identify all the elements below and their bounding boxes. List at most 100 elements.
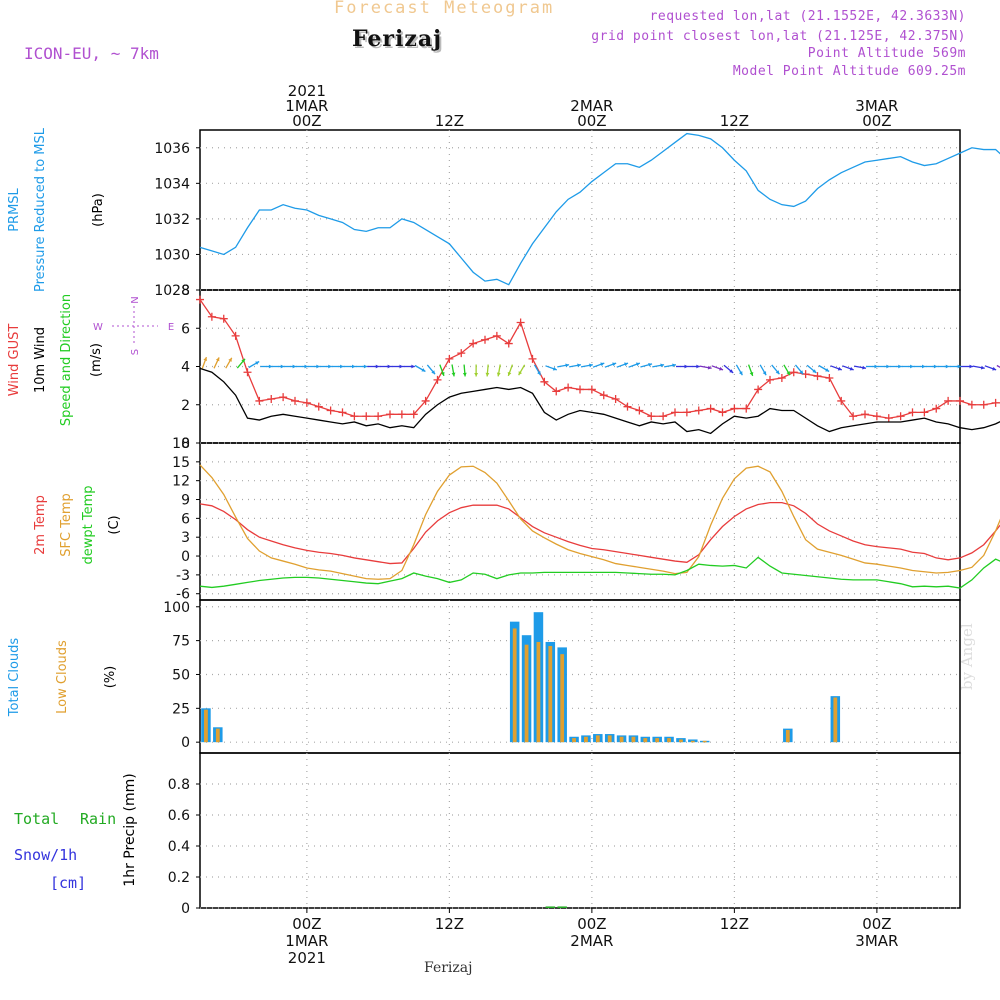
- gust-marker: [682, 408, 691, 417]
- gust-marker: [599, 391, 608, 400]
- wind-arrow: [664, 363, 677, 368]
- wind-arrow: [569, 363, 582, 368]
- wind-arrow: [996, 364, 1000, 369]
- gust-marker: [920, 408, 929, 417]
- clouds-series-low-clouds-bar: [643, 738, 648, 743]
- gust-marker: [956, 396, 964, 405]
- gust-marker: [326, 406, 335, 415]
- gust-marker: [777, 373, 786, 382]
- wind-arrow-head: [862, 365, 866, 370]
- clouds-frame: [199, 599, 961, 754]
- temperature-series-sfc-temp-line: [199, 464, 1000, 580]
- wind-arrow-head: [203, 357, 208, 362]
- clouds-series-low-clouds-bar: [833, 697, 838, 743]
- temperature-ytick-label: 3: [181, 530, 190, 546]
- gust-marker: [671, 408, 679, 417]
- wind-compass: N W E S: [93, 296, 174, 355]
- temperature-ytick-label: -3: [176, 568, 190, 584]
- clouds-series-low-clouds-bar: [536, 641, 541, 743]
- temperature-ytick-label: -6: [176, 587, 190, 603]
- wind-arrow-head: [648, 362, 653, 367]
- clouds-series-low-clouds-bar: [595, 735, 600, 743]
- wind-arrow-head: [280, 364, 285, 369]
- precip-label-rain: Rain: [80, 810, 116, 828]
- wind-arrow-head: [635, 362, 640, 367]
- time-label-top: 2021: [288, 82, 326, 100]
- gust-marker: [754, 385, 763, 394]
- gust-marker: [849, 412, 858, 421]
- wind-arrow-head: [474, 372, 479, 377]
- wind-arrow: [984, 365, 997, 371]
- requested-coords: requested lon,lat (21.1552E, 42.3633N): [649, 9, 966, 24]
- clouds-series-low-clouds-bar: [679, 739, 683, 743]
- time-axis: 20211MAR00Z00Z1MAR202112Z12Z2MAR00Z00Z2M…: [285, 82, 898, 967]
- gust-marker: [552, 387, 561, 396]
- time-label-bottom: 12Z: [720, 915, 749, 933]
- wind-arrow-head: [215, 357, 220, 362]
- pressure-ytick-label: 1028: [154, 283, 190, 299]
- wind-arrow-head: [775, 370, 780, 375]
- clouds-series-low-clouds-bar: [584, 736, 588, 743]
- wind-arrow-head: [496, 372, 501, 377]
- wind-arrow-head: [375, 364, 380, 369]
- credit-watermark: by Angel: [958, 623, 976, 690]
- gust-marker: [397, 410, 406, 419]
- wind-arrow: [518, 364, 526, 376]
- wind-arrow-head: [799, 370, 804, 375]
- gust-marker: [433, 375, 442, 384]
- clouds-label-1: Low Clouds: [55, 640, 70, 714]
- wind-arrow: [699, 365, 712, 370]
- gust-marker: [219, 314, 228, 323]
- wind-arrow-head: [910, 364, 914, 369]
- temperature-label-3: (C): [107, 515, 122, 534]
- wind-arrow: [485, 364, 490, 377]
- wind-arrow: [830, 365, 842, 371]
- wind-arrow-head: [992, 366, 997, 371]
- wind-arrow-head: [933, 364, 938, 369]
- wind-arrow: [771, 364, 780, 375]
- gust-marker: [706, 404, 715, 413]
- clouds-ytick-label: 50: [172, 667, 190, 683]
- wind-arrow: [201, 356, 208, 369]
- gust-marker: [861, 410, 869, 419]
- wind-arrow: [735, 364, 743, 376]
- gust-marker: [884, 414, 893, 423]
- gust-marker: [742, 404, 751, 413]
- wind-arrow: [628, 362, 641, 368]
- wind-arrow-head: [589, 363, 593, 368]
- temperature-ytick-label: 0: [181, 549, 190, 565]
- wind-arrow-head: [849, 366, 854, 371]
- wind-arrow-head: [738, 371, 743, 376]
- wind-arrow: [676, 364, 688, 369]
- time-label-bottom: 00Z: [862, 915, 891, 933]
- wind-arrow: [604, 362, 617, 368]
- wind-arrow-head: [825, 368, 830, 372]
- clouds-series-low-clouds-bar: [572, 738, 576, 743]
- compass-s: S: [130, 349, 141, 355]
- wind-label-1: 10m Wind: [33, 327, 48, 393]
- clouds-grid: [200, 600, 960, 753]
- precip-ytick-label: 0.4: [168, 839, 190, 855]
- wind-arrow-head: [255, 361, 260, 365]
- gust-marker: [291, 396, 299, 405]
- wind-arrow: [616, 362, 629, 368]
- precip-series-total-rain: [545, 906, 567, 908]
- time-label-top: 00Z: [292, 112, 321, 130]
- temperature-label-1: SFC Temp: [59, 493, 74, 557]
- temperature-ytick-label: 6: [181, 511, 190, 527]
- wind-arrow: [307, 364, 320, 369]
- wind-arrow: [687, 364, 700, 369]
- time-label-bottom: 00Z: [577, 915, 606, 933]
- wind-arrow-head: [749, 371, 754, 376]
- wind-arrow-head: [696, 364, 700, 369]
- wind-series-10m-wind: [199, 367, 1000, 435]
- footer-city: Ferizaj: [424, 960, 473, 976]
- pressure-ytick-label: 1034: [154, 176, 190, 192]
- wind-arrow: [391, 364, 403, 369]
- wind-arrow: [496, 364, 501, 377]
- gust-marker: [587, 385, 596, 394]
- pressure-label-2: (hPa): [91, 193, 106, 227]
- wind-arrow-head: [577, 363, 581, 368]
- temperature-series-sfc-temp: [199, 464, 1000, 580]
- time-label-top: 00Z: [862, 112, 891, 130]
